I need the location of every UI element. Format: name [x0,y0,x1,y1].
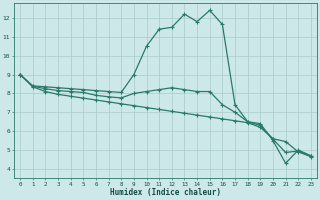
X-axis label: Humidex (Indice chaleur): Humidex (Indice chaleur) [110,188,221,197]
